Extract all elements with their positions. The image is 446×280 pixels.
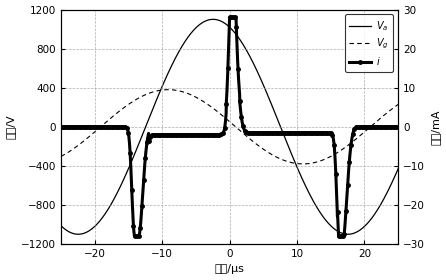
$i$ [336,230,341,233]
$i$ [396,125,401,129]
$V_a$ [345,233,351,236]
$V_g$ [336,150,341,154]
$V_a$ [396,167,401,171]
$V_g$ [165,88,171,91]
Line: $i$: $i$ [59,16,400,238]
$i$ [310,131,315,134]
$V_a$ [260,83,266,87]
Y-axis label: 电压/V: 电压/V [5,115,16,139]
$V_g$ [260,148,266,151]
$i$ [227,16,232,19]
$V_g$ [300,162,306,165]
$i$ [132,235,137,238]
$V_g$ [187,93,193,96]
$V_a$ [211,18,216,21]
$i$ [278,131,283,134]
$V_a$ [58,224,64,227]
$V_g$ [278,157,283,160]
Line: $V_g$: $V_g$ [61,90,398,164]
$V_a$ [310,198,315,202]
$V_a$ [335,230,341,233]
$V_g$ [396,103,401,106]
$i$ [58,125,64,129]
$V_g$ [310,161,315,165]
X-axis label: 时间/μs: 时间/μs [215,264,244,274]
$V_a$ [120,181,125,184]
Line: $V_a$: $V_a$ [61,19,398,234]
Legend: $V_a$, $V_g$, $i$: $V_a$, $V_g$, $i$ [345,14,393,72]
$V_a$ [278,125,283,128]
$i$ [120,125,125,129]
Y-axis label: 电流/mA: 电流/mA [430,109,441,144]
$V_g$ [58,155,64,158]
$V_a$ [187,33,193,36]
$i$ [260,131,266,134]
$i$ [187,133,193,136]
$V_g$ [120,107,125,111]
